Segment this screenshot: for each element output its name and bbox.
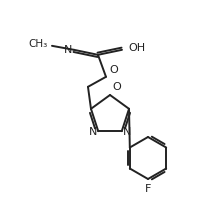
Text: F: F [145, 184, 151, 194]
Text: CH₃: CH₃ [29, 39, 48, 49]
Text: N: N [64, 45, 72, 55]
Text: N: N [89, 127, 97, 137]
Text: O: O [112, 82, 121, 92]
Text: O: O [109, 65, 118, 75]
Text: OH: OH [128, 43, 145, 53]
Text: N: N [123, 127, 131, 137]
